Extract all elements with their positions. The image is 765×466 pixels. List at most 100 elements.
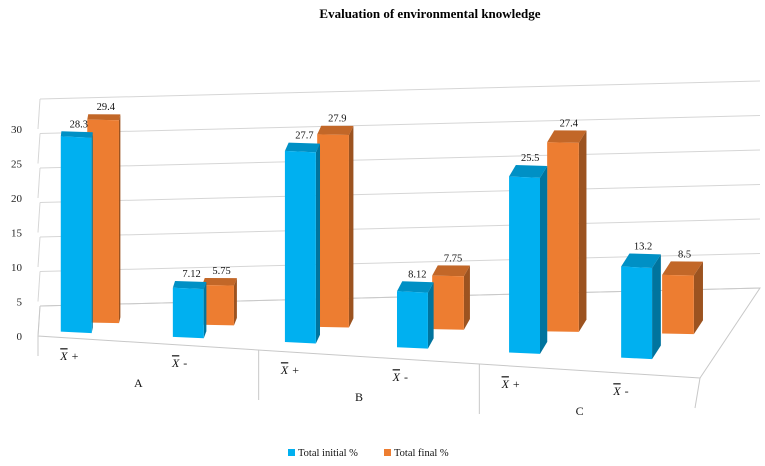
bar [172,280,207,339]
bar-side [315,143,321,344]
y-tick-label: 10 [11,262,23,274]
data-label: 25.5 [521,153,539,164]
sub-category-label: X- [612,384,628,398]
gridlines [37,80,761,414]
bar [60,131,93,334]
bar [547,130,587,332]
data-label: 5.75 [212,266,230,277]
bar-top [284,142,321,153]
group-label: C [576,404,584,418]
legend-item: Total final % [384,448,449,459]
side-gridline [37,271,41,302]
bar-front [317,134,349,328]
bar [317,125,354,328]
category-axis: X + X - X + X - X + X - A B C [59,349,628,418]
chart-title: Evaluation of environmental knowledge [319,6,540,21]
y-tick-label: 30 [11,124,23,136]
bar-front [284,150,316,344]
bar-top [317,125,354,136]
bar-top [509,164,548,178]
bar-side [233,278,237,326]
bar-side [203,281,207,339]
data-label: 13.2 [634,241,652,252]
bar-side [91,132,93,334]
bar-side [693,261,703,335]
bar-side [118,114,121,324]
bar [621,253,661,360]
legend-item: Total initial % [288,448,358,459]
bar-top [621,253,661,268]
gridline [39,184,761,203]
bar [396,281,434,349]
bar-top [172,280,207,290]
legend-swatch [288,449,295,456]
data-label: 7.12 [182,269,200,280]
bar-top [202,277,237,286]
bar-top [87,114,121,121]
y-tick-label: 0 [17,331,23,343]
gridline [39,80,761,100]
side-gridline [37,202,41,233]
bar-side [348,125,354,328]
bar [202,277,237,326]
data-label: 29.4 [97,102,116,113]
bar-side [427,282,434,349]
bar [284,142,321,344]
y-tick-label: 15 [11,228,23,240]
group-label: B [355,390,363,404]
data-label: 8.5 [678,249,691,260]
legend: Total initial % Total final % [288,448,449,459]
group-label: A [134,376,143,390]
gridline [39,218,761,238]
data-label: 27.9 [328,114,346,125]
gridline [39,149,761,169]
bar-front [662,274,694,335]
side-gridline [37,167,41,199]
legend-label: Total initial % [298,448,358,459]
bar-front [60,136,92,334]
bar-front [509,176,541,354]
sub-category-label: X + [280,363,299,377]
bar-front [432,275,464,330]
sub-category-label: X- [392,370,408,384]
bar-side [463,265,470,330]
legend-swatch [384,449,391,456]
bar-top [432,265,470,277]
side-gridline [37,98,41,130]
bar-front [87,119,119,324]
sub-category-label: X + [59,349,78,363]
y-axis: 0 5 10 15 20 25 30 [11,124,23,343]
data-label: 8.12 [408,269,426,280]
bar-front [547,142,579,332]
bar-front [172,287,204,339]
bar [662,261,703,335]
bar [509,164,548,354]
data-labels: 29.4 5.75 27.9 7.75 27.4 8.5 28.3 7.12 27.7 8.12 2… [70,102,692,280]
y-tick-label: 20 [11,193,23,205]
bar-top [662,261,703,276]
bar-side [652,254,661,360]
bars [60,114,703,360]
side-gridline [37,133,41,164]
bar-top [396,281,434,293]
bar-front [621,266,653,360]
gridline [39,115,761,134]
bar-top [60,131,93,138]
y-tick-label: 5 [17,297,23,309]
sub-category-label: X- [171,356,187,370]
y-tick-label: 25 [11,159,23,171]
bar-side [578,130,587,332]
bar-front [396,291,428,349]
side-gridline [37,236,41,268]
data-label: 27.7 [295,131,313,142]
bar-front [202,285,234,326]
data-label: 7.75 [444,253,462,264]
legend-label: Total final % [394,448,449,459]
sub-category-label: X + [501,377,520,391]
bar-side [540,165,548,354]
data-label: 27.4 [560,118,579,129]
data-label: 28.3 [70,119,88,130]
bar [432,265,470,330]
bar [87,114,121,324]
